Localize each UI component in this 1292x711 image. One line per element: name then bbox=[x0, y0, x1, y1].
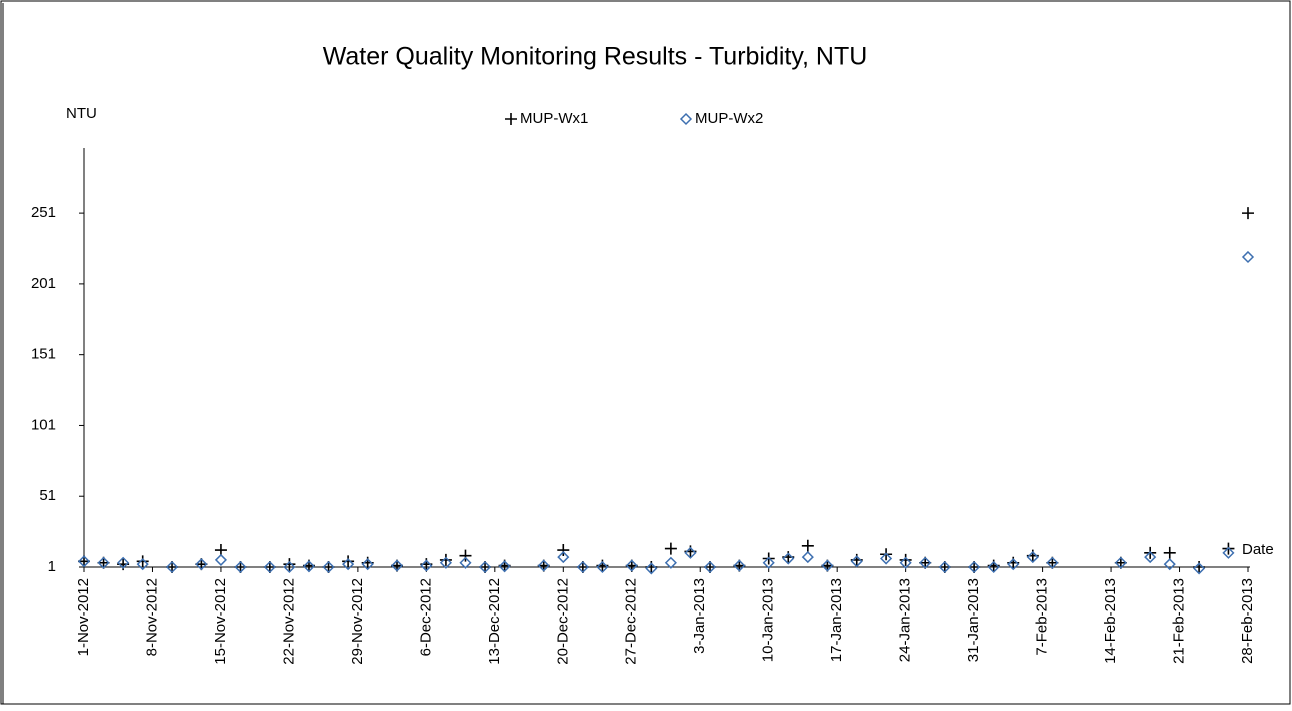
plus-marker bbox=[136, 555, 149, 568]
diamond-marker bbox=[165, 560, 179, 574]
x-tick-label: 20-Dec-2012 bbox=[554, 578, 571, 665]
diamond-marker bbox=[968, 560, 981, 574]
x-tick-label: 13-Dec-2012 bbox=[486, 578, 503, 665]
diamond-marker bbox=[679, 112, 693, 126]
diamond-marker bbox=[1007, 558, 1020, 571]
plus-marker bbox=[342, 555, 355, 568]
diamond-marker bbox=[625, 559, 638, 572]
diamond-marker bbox=[576, 560, 589, 574]
plus-marker bbox=[1242, 207, 1254, 220]
x-tick-label: 17-Jan-2013 bbox=[828, 578, 845, 662]
diamond-marker bbox=[478, 560, 492, 574]
y-tick-label: 201 bbox=[31, 275, 56, 292]
diamond-marker bbox=[762, 556, 775, 569]
x-tick-label: 27-Dec-2012 bbox=[623, 578, 640, 665]
diamond-marker bbox=[557, 551, 570, 564]
x-tick-label: 15-Nov-2012 bbox=[212, 578, 229, 665]
x-tick-label: 10-Jan-2013 bbox=[760, 578, 777, 662]
x-tick-label: 22-Nov-2012 bbox=[280, 578, 297, 665]
x-axis-label: Date bbox=[1242, 541, 1274, 558]
diamond-marker bbox=[234, 560, 247, 574]
diamond-marker bbox=[342, 558, 355, 571]
x-tick-label: 1-Nov-2012 bbox=[75, 578, 92, 656]
x-tick-label: 29-Nov-2012 bbox=[349, 578, 366, 665]
plus-marker bbox=[557, 544, 570, 557]
diamond-marker bbox=[821, 559, 834, 572]
x-tick-label: 24-Jan-2013 bbox=[897, 578, 914, 662]
x-tick-label: 14-Feb-2013 bbox=[1102, 578, 1119, 664]
diamond-marker bbox=[1193, 562, 1206, 575]
diamond-marker bbox=[1163, 558, 1176, 571]
chart-title: Water Quality Monitoring Results - Turbi… bbox=[323, 43, 868, 71]
x-tick-label: 31-Jan-2013 bbox=[965, 578, 982, 662]
diamond-marker bbox=[703, 560, 717, 574]
diamond-marker bbox=[1026, 551, 1039, 564]
diamond-marker bbox=[645, 562, 658, 575]
diamond-marker bbox=[390, 559, 404, 572]
x-tick-label: 21-Feb-2013 bbox=[1170, 578, 1187, 664]
diamond-marker bbox=[899, 556, 912, 569]
plus-marker bbox=[505, 113, 517, 125]
diamond-marker bbox=[880, 552, 893, 565]
diamond-marker bbox=[302, 560, 316, 573]
diamond-marker bbox=[596, 560, 609, 574]
diamond-marker bbox=[919, 556, 932, 569]
diamond-marker bbox=[195, 558, 208, 571]
legend-label: MUP-Wx2 bbox=[695, 110, 763, 127]
diamond-marker bbox=[782, 552, 795, 565]
y-tick-label: 51 bbox=[39, 487, 56, 504]
diamond-marker bbox=[214, 553, 228, 566]
y-tick-label: 101 bbox=[31, 416, 56, 433]
plus-marker bbox=[439, 553, 452, 566]
diamond-marker bbox=[1046, 556, 1059, 569]
diamond-marker bbox=[850, 555, 863, 568]
diamond-marker bbox=[361, 558, 374, 571]
diamond-marker bbox=[1114, 556, 1127, 569]
diamond-marker bbox=[684, 546, 697, 559]
plus-marker bbox=[899, 553, 912, 566]
x-tick-label: 3-Jan-2013 bbox=[691, 578, 708, 654]
x-tick-label: 8-Nov-2012 bbox=[143, 578, 160, 656]
diamond-marker bbox=[498, 560, 511, 573]
plus-marker bbox=[1163, 546, 1176, 559]
diamond-marker bbox=[1144, 551, 1157, 564]
diamond-marker bbox=[664, 556, 677, 569]
diamond-marker bbox=[938, 560, 951, 574]
diamond-marker bbox=[733, 559, 746, 572]
legend-label: MUP-Wx1 bbox=[520, 110, 588, 127]
plus-marker bbox=[801, 539, 814, 552]
plus-marker bbox=[664, 542, 677, 555]
diamond-marker bbox=[117, 556, 130, 569]
diamond-marker bbox=[420, 559, 433, 572]
y-tick-label: 1 bbox=[48, 558, 56, 575]
diamond-marker bbox=[801, 551, 814, 564]
y-axis-label: NTU bbox=[66, 105, 97, 122]
x-tick-label: 28-Feb-2013 bbox=[1239, 578, 1256, 664]
diamond-marker bbox=[537, 559, 550, 572]
diamond-marker bbox=[263, 560, 276, 574]
diamond-marker bbox=[77, 555, 91, 568]
diamond-marker bbox=[322, 560, 335, 574]
diamond-marker bbox=[283, 560, 296, 574]
plus-marker bbox=[283, 558, 296, 571]
y-tick-label: 151 bbox=[31, 346, 56, 363]
diamond-marker bbox=[987, 560, 1000, 574]
plus-marker bbox=[459, 549, 472, 562]
diamond-marker bbox=[459, 556, 472, 569]
diamond-marker bbox=[439, 556, 452, 569]
y-tick-label: 251 bbox=[31, 204, 56, 221]
diamond-marker bbox=[97, 556, 110, 569]
x-tick-label: 7-Feb-2013 bbox=[1034, 578, 1051, 656]
diamond-marker bbox=[1222, 546, 1235, 559]
diamond-marker bbox=[136, 558, 149, 571]
diamond-marker bbox=[1241, 250, 1255, 264]
x-tick-label: 6-Dec-2012 bbox=[417, 578, 434, 656]
